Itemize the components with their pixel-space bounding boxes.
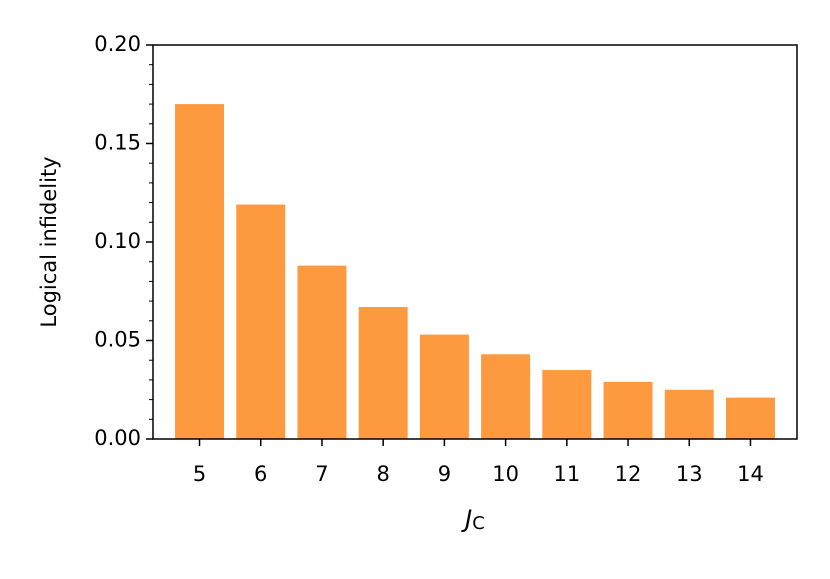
y-axis-label: Logical infidelity: [37, 156, 61, 327]
y-tick-label: 0.00: [94, 426, 141, 450]
x-tick-label: 7: [315, 462, 328, 486]
x-tick-label: 10: [492, 462, 519, 486]
y-tick-label: 0.20: [94, 32, 141, 56]
x-axis-label-main: J: [461, 505, 472, 533]
bar: [175, 104, 225, 439]
bar: [481, 354, 531, 439]
bar: [603, 381, 653, 439]
bar: [664, 389, 714, 439]
x-axis-label: JC: [461, 505, 485, 534]
bar: [297, 265, 347, 439]
y-tick-label: 0.15: [94, 131, 141, 155]
bar: [419, 334, 469, 439]
y-tick-label: 0.05: [94, 328, 141, 352]
bar: [358, 307, 408, 439]
x-axis-label-subscript: C: [472, 513, 485, 534]
x-tick-label: 13: [676, 462, 703, 486]
x-tick-label: 14: [737, 462, 764, 486]
y-tick-label: 0.10: [94, 229, 141, 253]
bar: [236, 204, 286, 439]
x-tick-label: 11: [553, 462, 580, 486]
x-tick-label: 6: [254, 462, 267, 486]
bar: [542, 370, 592, 439]
x-tick-label: 8: [376, 462, 389, 486]
x-tick-label: 12: [615, 462, 642, 486]
bar: [725, 397, 775, 439]
x-tick-label: 5: [193, 462, 206, 486]
plot-frame: [152, 44, 798, 440]
x-tick-label: 9: [438, 462, 451, 486]
